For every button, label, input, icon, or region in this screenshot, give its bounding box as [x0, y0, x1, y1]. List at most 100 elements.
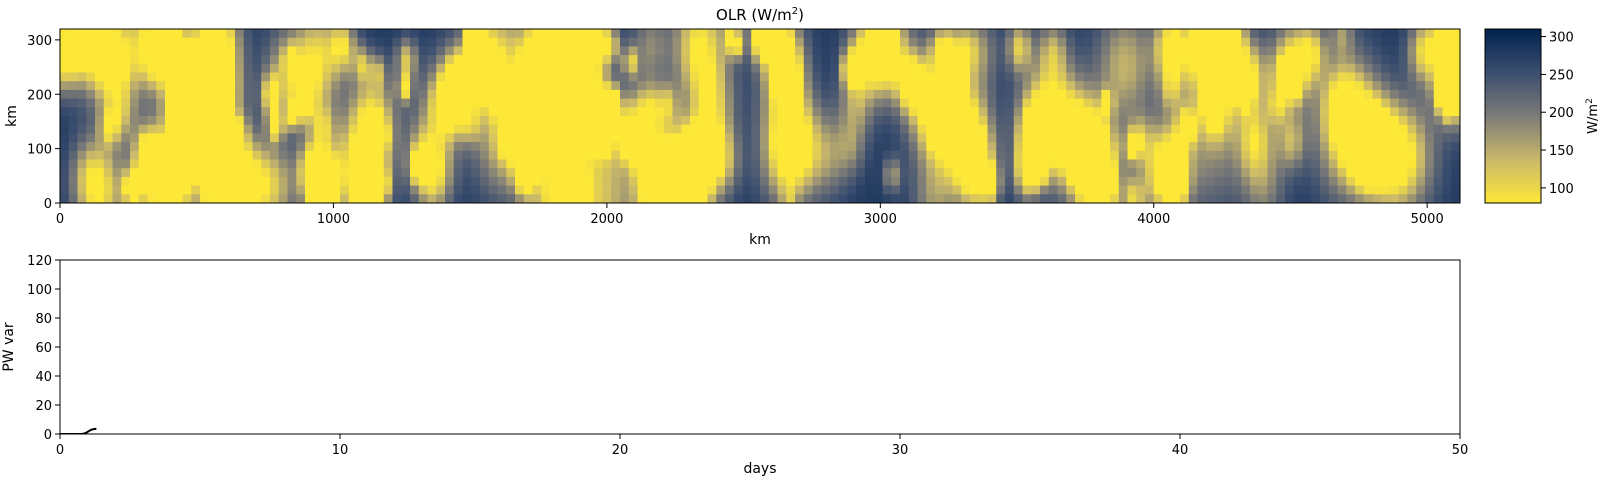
heatmap-cell [1407, 107, 1417, 117]
heatmap-cell [698, 98, 709, 108]
heatmap-cell [961, 116, 971, 126]
heatmap-cell [1153, 150, 1164, 161]
heatmap-cell [593, 116, 604, 126]
heatmap-cell [690, 168, 700, 178]
heatmap-cell [121, 194, 131, 203]
heatmap-cell [655, 185, 665, 195]
heatmap-cell [567, 142, 577, 152]
heatmap-cell [243, 29, 254, 39]
heatmap-cell [305, 63, 315, 74]
heatmap-cell [95, 46, 105, 56]
heatmap-cell [68, 55, 79, 65]
heatmap-cell [1250, 159, 1260, 169]
heatmap-cell [777, 176, 787, 187]
heatmap-cell [961, 159, 971, 169]
heatmap-cell [1285, 107, 1295, 117]
heatmap-cell [226, 194, 236, 203]
heatmap-cell [567, 133, 577, 143]
heatmap-cell [1118, 89, 1129, 100]
heatmap-cell [357, 176, 367, 187]
heatmap-cell [1407, 37, 1417, 47]
heatmap-cell [1285, 116, 1295, 126]
heatmap-cell [1285, 55, 1295, 65]
heatmap-cell [68, 185, 79, 195]
heatmap-cell [278, 168, 289, 178]
heatmap-cell [340, 107, 350, 117]
heatmap-cell [1407, 159, 1417, 169]
heatmap-cell [235, 194, 245, 203]
heatmap-cell [1145, 107, 1155, 117]
heatmap-cell [558, 168, 569, 178]
heatmap-cell [1407, 168, 1417, 178]
heatmap-cell [1425, 159, 1435, 169]
heatmap-cell [1320, 81, 1330, 91]
heatmap-cell [1022, 29, 1032, 39]
heatmap-cell [77, 176, 87, 187]
heatmap-cell [1031, 133, 1041, 143]
heatmap-cell [926, 133, 936, 143]
heatmap-cell [926, 124, 936, 134]
heatmap-cell [357, 116, 367, 126]
heatmap-cell [357, 150, 367, 161]
heatmap-cell [156, 29, 166, 39]
heatmap-cell [943, 29, 954, 39]
heatmap-cell [427, 81, 437, 91]
heatmap-cell [795, 124, 805, 134]
heatmap-cell [1075, 133, 1085, 143]
heatmap-cell [1381, 176, 1391, 187]
heatmap-cell [261, 63, 271, 74]
heatmap-cell [235, 46, 245, 56]
heatmap-cell [1442, 29, 1452, 39]
heatmap-cell [1206, 159, 1216, 169]
heatmap-cell [646, 133, 656, 143]
heatmap-cell [1328, 29, 1339, 39]
heatmap-cell [1285, 29, 1295, 39]
heatmap-cell [121, 150, 131, 161]
heatmap-cell [865, 159, 875, 169]
heatmap-cell [865, 124, 875, 134]
heatmap-cell [287, 168, 297, 178]
heatmap-cell [418, 72, 429, 82]
heatmap-cell [1215, 159, 1225, 169]
heatmap-cell [996, 46, 1006, 56]
heatmap-cell [506, 46, 516, 56]
heatmap-cell [1337, 81, 1347, 91]
heatmap-cell [838, 168, 849, 178]
heatmap-cell [366, 46, 376, 56]
heatmap-cell [147, 46, 157, 56]
heatmap-cell [1276, 37, 1286, 47]
heatmap-cell [138, 89, 149, 100]
heatmap-cell [1276, 133, 1286, 143]
heatmap-cell [436, 63, 446, 74]
heatmap-cell [1346, 176, 1356, 187]
heatmap-cell [1031, 194, 1041, 203]
heatmap-cell [987, 116, 997, 126]
heatmap-cell [663, 185, 674, 195]
heatmap-cell [847, 124, 857, 134]
heatmap-cell [1005, 185, 1015, 195]
heatmap-cell [821, 176, 831, 187]
heatmap-cell [1092, 116, 1102, 126]
heatmap-cell [602, 89, 612, 100]
heatmap-cell [1040, 168, 1050, 178]
heatmap-cell [1153, 81, 1164, 91]
heatmap-cell [1311, 176, 1321, 187]
heatmap-cell [1005, 124, 1015, 134]
heatmap-cell [952, 150, 962, 161]
heatmap-cell [340, 133, 350, 143]
heatmap-cell [1390, 72, 1400, 82]
heatmap-cell [943, 72, 954, 82]
heatmap-cell [1101, 63, 1111, 74]
heatmap-cell [462, 150, 472, 161]
heatmap-cell [768, 133, 779, 143]
heatmap-cell [191, 107, 201, 117]
heatmap-cell [917, 194, 927, 203]
heatmap-cell [340, 55, 350, 65]
heatmap-cell [1022, 55, 1032, 65]
heatmap-cell [1075, 81, 1085, 91]
heatmap-cell [838, 176, 849, 187]
heatmap-cell [1276, 29, 1286, 39]
heatmap-cell [777, 81, 787, 91]
heatmap-cell [856, 98, 866, 108]
heatmap-cell [690, 116, 700, 126]
